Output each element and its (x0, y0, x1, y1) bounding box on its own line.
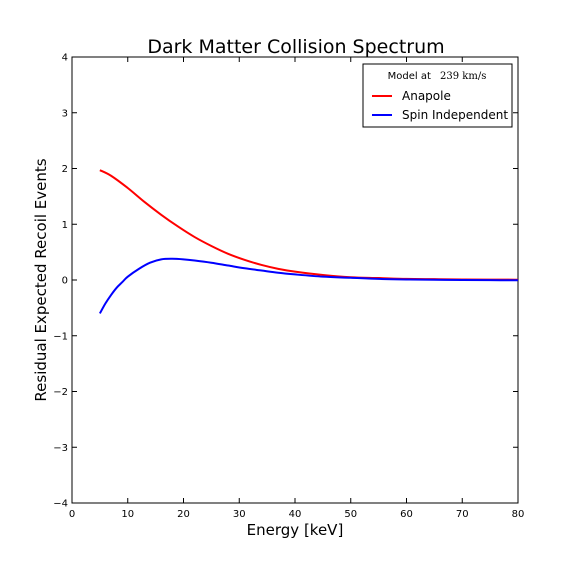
x-tick-label: 70 (456, 509, 469, 520)
y-tick-label: 4 (62, 53, 68, 64)
y-tick-label: 3 (62, 108, 68, 119)
x-axis: 0 10 20 30 40 50 60 70 80 (69, 57, 525, 520)
legend-title-math: 239 km/s (440, 71, 486, 82)
y-tick-label: −4 (53, 499, 68, 510)
series-line-spin-independent (99, 257, 519, 314)
x-tick-label: 20 (177, 509, 190, 520)
x-tick-label: 10 (121, 509, 134, 520)
x-tick-label: 30 (233, 509, 246, 520)
legend-title-prefix: Model at (388, 71, 431, 82)
legend: Model at 239 km/s Anapole Spin Independe… (362, 63, 513, 128)
x-tick-label: 50 (344, 509, 357, 520)
y-tick-label: −1 (53, 331, 68, 342)
plot-area: 0 10 20 30 40 50 60 70 80 −4 −3 −2 −1 0 1 2 3 4 (53, 53, 524, 521)
x-tick-label: 60 (400, 509, 413, 520)
y-tick-label: −3 (53, 443, 68, 454)
y-axis-label: Residual Expected Recoil Events (32, 158, 50, 401)
legend-label-spin-independent: Spin Independent (402, 108, 508, 122)
y-tick-label: 1 (62, 220, 68, 231)
x-tick-label: 80 (512, 509, 525, 520)
series-lines (99, 169, 519, 314)
y-tick-label: 0 (62, 276, 68, 287)
x-axis-label: Energy [keV] (247, 521, 344, 539)
legend-label-anapole: Anapole (402, 89, 451, 103)
x-tick-label: 40 (289, 509, 302, 520)
x-tick-label: 0 (69, 509, 75, 520)
y-tick-label: 2 (62, 164, 68, 175)
y-tick-label: −2 (53, 387, 68, 398)
chart-title: Dark Matter Collision Spectrum (147, 36, 444, 58)
y-axis: −4 −3 −2 −1 0 1 2 3 4 (53, 53, 518, 510)
legend-title: Model at 239 km/s (388, 64, 487, 83)
